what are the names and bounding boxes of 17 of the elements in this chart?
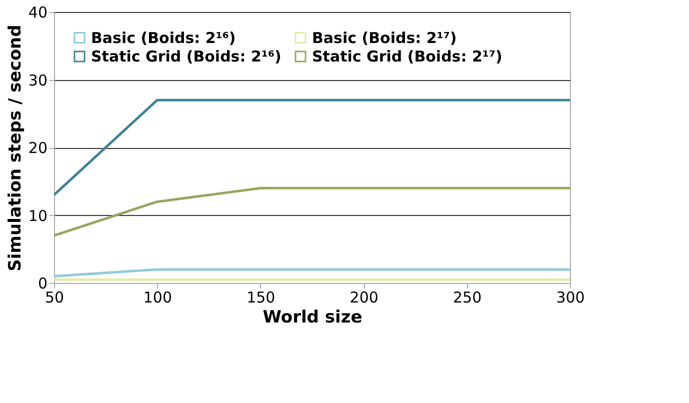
legend-label: Static Grid (Boids: 2¹⁶) bbox=[91, 48, 282, 66]
legend-label: Basic (Boids: 2¹⁶) bbox=[91, 28, 236, 47]
y-tick-label: 30 bbox=[28, 71, 48, 90]
y-axis-title: Simulation steps / second bbox=[5, 24, 26, 272]
x-tick-label: 100 bbox=[143, 288, 172, 306]
legend-label: Basic (Boids: 2¹⁷) bbox=[312, 28, 457, 47]
y-tick-label: 0 bbox=[38, 274, 48, 292]
x-tick-label: 300 bbox=[556, 288, 585, 306]
legend-label: Static Grid (Boids: 2¹⁷) bbox=[312, 48, 502, 66]
y-tick-label: 20 bbox=[28, 139, 48, 157]
y-tick-label: 10 bbox=[28, 206, 48, 225]
x-tick-label: 50 bbox=[44, 288, 64, 306]
x-axis-title: World size bbox=[262, 308, 362, 328]
x-tick-label: 200 bbox=[350, 288, 378, 306]
x-tick-label: 250 bbox=[452, 288, 482, 306]
y-tick-label: 40 bbox=[28, 4, 48, 22]
x-tick-label: 150 bbox=[246, 288, 276, 306]
